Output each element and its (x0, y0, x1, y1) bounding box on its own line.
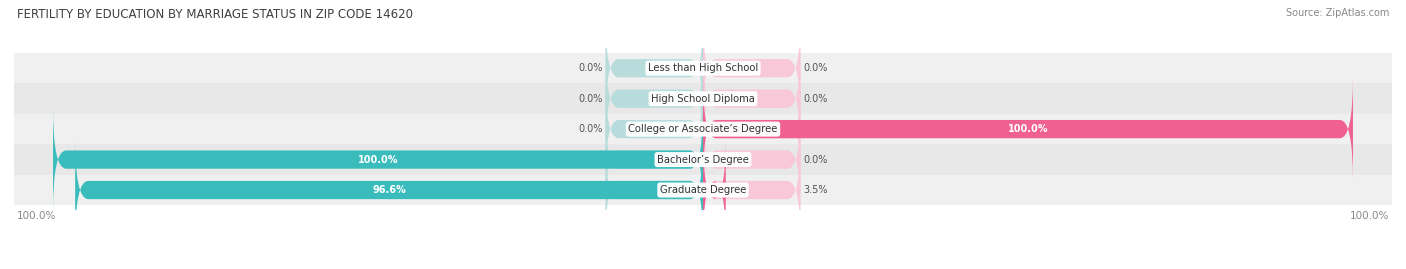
Text: FERTILITY BY EDUCATION BY MARRIAGE STATUS IN ZIP CODE 14620: FERTILITY BY EDUCATION BY MARRIAGE STATU… (17, 8, 413, 21)
Text: 96.6%: 96.6% (373, 185, 406, 195)
Text: 100.0%: 100.0% (17, 211, 56, 221)
FancyBboxPatch shape (703, 138, 725, 242)
Text: 0.0%: 0.0% (578, 124, 602, 134)
FancyBboxPatch shape (606, 16, 703, 120)
FancyBboxPatch shape (606, 77, 703, 181)
Text: Source: ZipAtlas.com: Source: ZipAtlas.com (1285, 8, 1389, 18)
FancyBboxPatch shape (606, 138, 703, 242)
Text: 100.0%: 100.0% (357, 155, 398, 165)
Text: 0.0%: 0.0% (578, 63, 602, 73)
Text: Bachelor’s Degree: Bachelor’s Degree (657, 155, 749, 165)
Text: 100.0%: 100.0% (1008, 124, 1049, 134)
FancyBboxPatch shape (703, 77, 1353, 181)
Text: 0.0%: 0.0% (578, 94, 602, 104)
Text: 0.0%: 0.0% (804, 155, 828, 165)
Text: Less than High School: Less than High School (648, 63, 758, 73)
Bar (14, 83, 1392, 114)
FancyBboxPatch shape (606, 108, 703, 211)
Text: College or Associate’s Degree: College or Associate’s Degree (628, 124, 778, 134)
Bar (14, 144, 1392, 175)
FancyBboxPatch shape (703, 16, 800, 120)
Bar (14, 53, 1392, 83)
FancyBboxPatch shape (703, 77, 800, 181)
FancyBboxPatch shape (606, 47, 703, 150)
Bar (14, 175, 1392, 205)
FancyBboxPatch shape (703, 108, 800, 211)
Text: 100.0%: 100.0% (1350, 211, 1389, 221)
Text: 3.5%: 3.5% (804, 185, 828, 195)
Text: 0.0%: 0.0% (804, 63, 828, 73)
FancyBboxPatch shape (703, 138, 800, 242)
Text: 0.0%: 0.0% (804, 94, 828, 104)
Text: Graduate Degree: Graduate Degree (659, 185, 747, 195)
FancyBboxPatch shape (703, 47, 800, 150)
FancyBboxPatch shape (75, 138, 703, 242)
FancyBboxPatch shape (53, 108, 703, 211)
Bar (14, 114, 1392, 144)
Text: High School Diploma: High School Diploma (651, 94, 755, 104)
